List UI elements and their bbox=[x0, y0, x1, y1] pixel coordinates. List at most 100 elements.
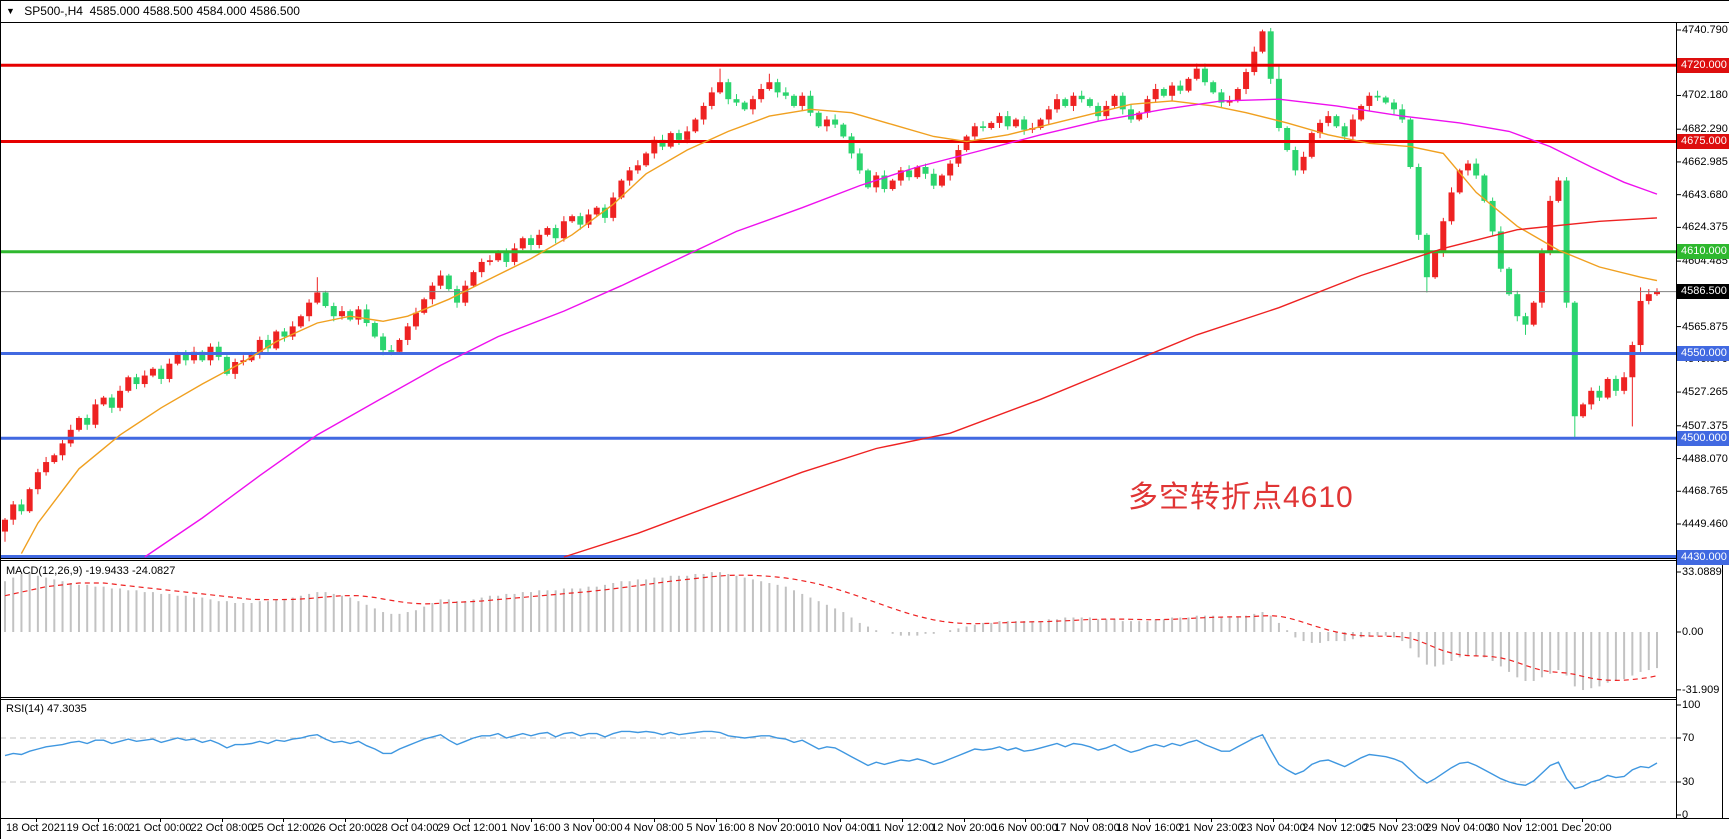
price-tick-label: 4488.070 bbox=[1682, 452, 1728, 465]
price-chart-canvas[interactable] bbox=[0, 0, 1729, 561]
candle bbox=[84, 414, 91, 430]
ma-medium-line bbox=[144, 98, 1658, 558]
date-label: 10 Nov 04:00 bbox=[807, 822, 873, 834]
macd-canvas[interactable] bbox=[0, 561, 1729, 697]
date-label: 12 Nov 20:00 bbox=[931, 822, 997, 834]
candle bbox=[1349, 114, 1356, 140]
macd-signal-line bbox=[4, 574, 1658, 682]
candle bbox=[1366, 92, 1373, 112]
candle bbox=[125, 375, 132, 393]
indicator-right-border bbox=[1722, 561, 1723, 818]
candle bbox=[1612, 375, 1619, 396]
candle bbox=[34, 468, 41, 495]
candle bbox=[1604, 377, 1611, 400]
candle bbox=[791, 94, 798, 108]
candle bbox=[906, 165, 913, 181]
price-badge: 4430.000 bbox=[1677, 549, 1729, 565]
candle bbox=[141, 370, 148, 388]
price-tick-label: 4643.680 bbox=[1682, 188, 1728, 201]
candle bbox=[1070, 92, 1077, 112]
candle bbox=[363, 304, 370, 327]
candle bbox=[840, 122, 847, 139]
rsi-panel-top-border bbox=[0, 699, 1677, 700]
candle bbox=[1045, 105, 1052, 125]
date-tick bbox=[1582, 818, 1583, 822]
candle bbox=[881, 170, 888, 193]
ohlc-high: 4588.500 bbox=[143, 4, 194, 18]
candle bbox=[1432, 250, 1439, 279]
chart-title: ▼ SP500-,H4 4585.000 4588.500 4584.000 4… bbox=[6, 4, 300, 18]
candle bbox=[1399, 104, 1406, 123]
macd-axis-label: 33.0889 bbox=[1682, 566, 1722, 578]
date-label: 1 Dec 20:00 bbox=[1552, 822, 1612, 834]
date-label: 25 Oct 12:00 bbox=[251, 822, 315, 834]
date-tick bbox=[654, 818, 655, 822]
candle bbox=[75, 416, 82, 432]
candle bbox=[1251, 46, 1258, 76]
symbol-timeframe: SP500-,H4 bbox=[24, 4, 83, 18]
candle bbox=[938, 173, 945, 188]
candle bbox=[864, 168, 871, 190]
candle bbox=[1489, 197, 1496, 237]
candle bbox=[158, 365, 165, 385]
date-label: 21 Nov 23:00 bbox=[1178, 822, 1244, 834]
candle bbox=[1185, 77, 1192, 93]
candle bbox=[922, 163, 929, 179]
candle bbox=[971, 122, 978, 142]
candle bbox=[700, 102, 707, 125]
candle bbox=[59, 439, 66, 461]
candle bbox=[1637, 287, 1644, 352]
candle bbox=[429, 282, 436, 305]
date-label: 11 Nov 12:00 bbox=[869, 822, 935, 834]
rsi-line bbox=[4, 730, 1658, 790]
candle bbox=[823, 116, 830, 132]
date-tick bbox=[1087, 818, 1088, 822]
candle bbox=[1464, 160, 1471, 176]
ma-slow-line bbox=[563, 217, 1658, 558]
candle bbox=[1555, 177, 1562, 203]
candle bbox=[265, 334, 272, 352]
candle bbox=[1086, 97, 1093, 108]
ma-fast-line bbox=[20, 100, 1658, 554]
candle bbox=[749, 95, 756, 115]
rsi-axis-label: 0 bbox=[1682, 809, 1689, 821]
date-label: 1 Nov 16:00 bbox=[501, 822, 561, 834]
candle bbox=[528, 234, 535, 251]
candle bbox=[478, 258, 485, 278]
date-label: 23 Nov 04:00 bbox=[1240, 822, 1306, 834]
date-label: 29 Oct 12:00 bbox=[437, 822, 501, 834]
date-label: 3 Nov 00:00 bbox=[563, 822, 623, 834]
candle bbox=[569, 214, 576, 223]
candle bbox=[725, 78, 732, 105]
macd-label: MACD(12,26,9) -19.9433 -24.0827 bbox=[6, 565, 176, 577]
date-tick bbox=[222, 818, 223, 822]
candle bbox=[519, 236, 526, 251]
candle bbox=[1423, 233, 1430, 293]
candle bbox=[191, 346, 198, 364]
date-tick bbox=[1335, 818, 1336, 822]
candle bbox=[256, 336, 263, 359]
candle bbox=[347, 309, 354, 322]
candle bbox=[1021, 116, 1028, 135]
candle bbox=[445, 273, 452, 291]
symbol-dropdown-icon[interactable]: ▼ bbox=[6, 6, 15, 16]
candle bbox=[593, 205, 600, 217]
candle bbox=[281, 328, 288, 342]
candle bbox=[1374, 90, 1381, 101]
candle bbox=[1004, 111, 1011, 130]
candle bbox=[297, 314, 304, 329]
candle bbox=[643, 151, 650, 167]
price-tick-label: 4740.790 bbox=[1682, 24, 1728, 36]
macd-axis-label: -31.909 bbox=[1682, 683, 1720, 696]
date-tick bbox=[283, 818, 284, 822]
candle bbox=[1407, 117, 1414, 169]
candle bbox=[1514, 290, 1521, 322]
date-label: 22 Oct 08:00 bbox=[190, 822, 254, 834]
candle bbox=[1210, 80, 1217, 95]
rsi-canvas[interactable] bbox=[0, 700, 1729, 818]
candle bbox=[930, 168, 937, 190]
candle bbox=[980, 121, 987, 132]
candle bbox=[1062, 97, 1069, 108]
date-tick bbox=[840, 818, 841, 822]
date-tick bbox=[36, 818, 37, 822]
